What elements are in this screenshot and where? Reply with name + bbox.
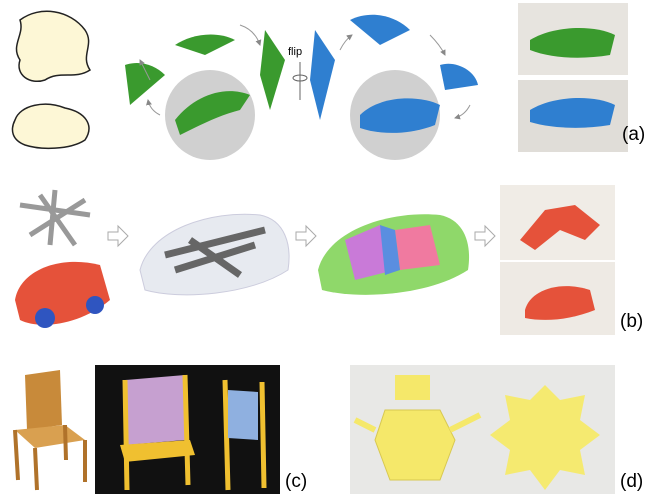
panel-label: (d) <box>620 471 643 492</box>
panel-label: (c) <box>285 471 307 492</box>
panel-c: (c) <box>13 365 307 494</box>
panel-d: (d) <box>350 365 643 494</box>
panel-a: flip (a) <box>11 3 645 160</box>
panel-label: (b) <box>620 311 643 332</box>
flip-label: flip <box>288 46 302 58</box>
panel-label: (a) <box>622 124 645 145</box>
panel-b: (b) <box>15 185 643 335</box>
